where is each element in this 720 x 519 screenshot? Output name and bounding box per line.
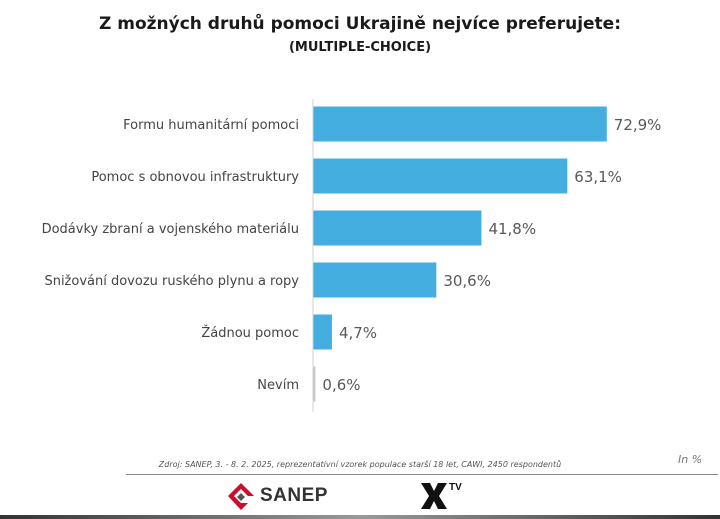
bar-0: [313, 106, 607, 142]
xtv-logo-text: TV: [449, 482, 462, 493]
bars-group: Formu humanitární pomoci 72,9% Pomoc s obn…: [42, 106, 662, 402]
unit-note: In %: [678, 453, 703, 466]
xtv-logo: TV: [418, 480, 478, 512]
value-label: 72,9%: [614, 116, 662, 134]
value-label: 41,8%: [488, 220, 536, 238]
category-label: Pomoc s obnovou infrastruktury: [91, 170, 299, 185]
sanep-logo-text: SANEP: [260, 485, 328, 506]
value-label: 4,7%: [339, 324, 377, 342]
category-label: Nevím: [257, 378, 299, 393]
sanep-mark-icon: [228, 483, 254, 510]
bottom-border: [0, 515, 720, 519]
value-label: 63,1%: [574, 168, 622, 186]
bar-4: [313, 314, 332, 350]
value-label: 0,6%: [322, 376, 360, 394]
bar-chart: Formu humanitární pomoci 72,9% Pomoc s obn…: [42, 99, 662, 412]
value-label: 30,6%: [443, 272, 491, 290]
category-label: Dodávky zbraní a vojenského materiálu: [42, 222, 299, 237]
bar-5: [313, 366, 316, 402]
bar-3: [313, 262, 437, 298]
category-label: Snižování dovozu ruského plynu a ropy: [44, 274, 299, 289]
bar-2: [313, 210, 482, 246]
category-label: Žádnou pomoc: [201, 325, 299, 341]
source-note: Zdroj: SANEP, 3. - 8. 2. 2025, reprezent…: [158, 460, 562, 469]
bar-1: [313, 158, 568, 194]
sanep-logo: SANEP: [226, 479, 328, 513]
chart-subtitle: (MULTIPLE-CHOICE): [288, 40, 432, 55]
footer-divider: [126, 474, 718, 475]
chart-title: Z možných druhů pomoci Ukrajině nejvíce …: [98, 14, 622, 34]
category-label: Formu humanitární pomoci: [123, 118, 299, 133]
x-mark-icon: [421, 483, 447, 509]
